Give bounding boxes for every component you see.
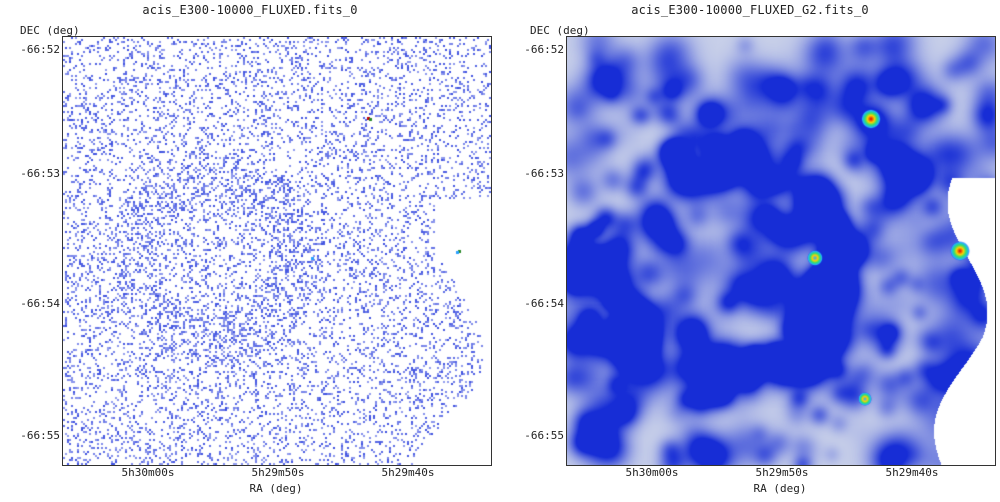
right-xtick: 5h29m50s [755, 466, 809, 479]
right-xtick: 5h29m40s [885, 466, 939, 479]
left-x-axis-label: RA (deg) [249, 482, 303, 495]
left-ytick: -66:53 [20, 167, 60, 180]
right-ytick: -66:53 [524, 167, 564, 180]
left-ytick: -66:54 [20, 297, 60, 310]
right-ytick: -66:54 [524, 297, 564, 310]
right-image-frame[interactable] [566, 36, 996, 466]
right-y-axis-label: DEC (deg) [530, 24, 590, 37]
left-panel-title: acis_E300-10000_FLUXED.fits_0 [142, 3, 358, 17]
left-y-axis-label: DEC (deg) [20, 24, 80, 37]
right-xtick: 5h30m00s [625, 466, 679, 479]
left-ytick: -66:52 [20, 43, 60, 56]
left-xtick: 5h29m40s [381, 466, 435, 479]
left-image-frame[interactable] [62, 36, 492, 466]
right-image-canvas [567, 37, 995, 465]
right-ytick: -66:52 [524, 43, 564, 56]
left-xtick: 5h29m50s [251, 466, 305, 479]
left-image-panel: acis_E300-10000_FLUXED.fits_0 DEC (deg) … [20, 3, 492, 495]
right-x-axis-label: RA (deg) [753, 482, 807, 495]
right-image-panel: acis_E300-10000_FLUXED_G2.fits_0 DEC (de… [500, 0, 1000, 502]
left-ytick: -66:55 [20, 429, 60, 442]
left-image-canvas [63, 37, 491, 465]
right-panel-title: acis_E300-10000_FLUXED_G2.fits_0 [631, 3, 869, 17]
left-xtick: 5h30m00s [121, 466, 175, 479]
right-ytick: -66:55 [524, 429, 564, 442]
